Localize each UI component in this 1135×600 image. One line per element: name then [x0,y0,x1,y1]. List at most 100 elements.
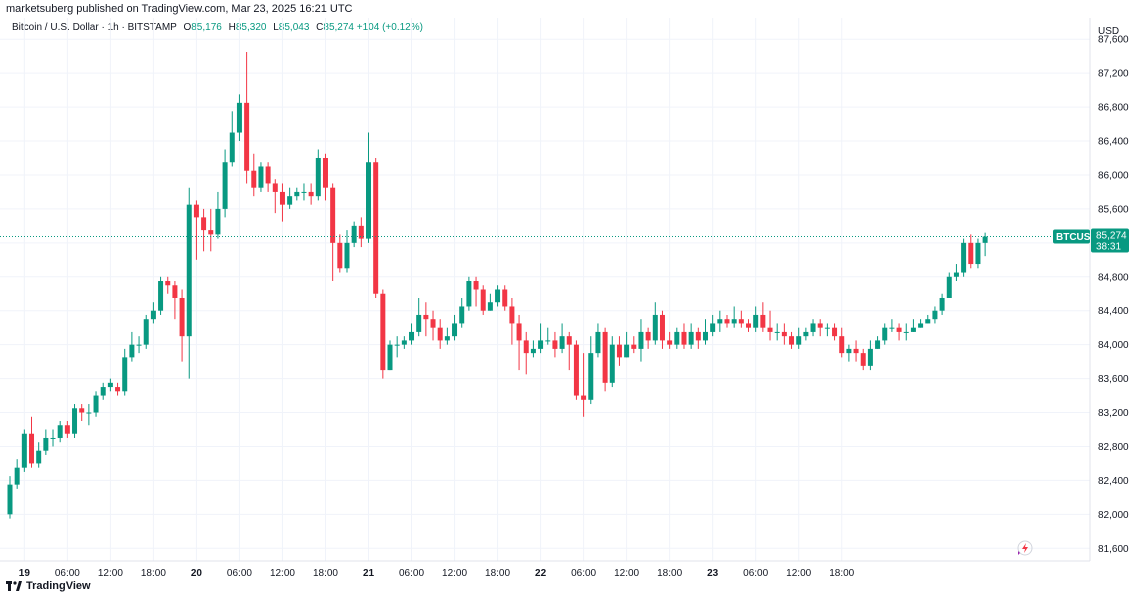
candle-up [796,327,802,349]
time-axis[interactable]: 19 06:00 12:00 18:00 20 06:00 12:00 18:00 21 06:0… [19,568,855,578]
candle-down [430,310,436,341]
candle-body [287,196,293,205]
candle-up [394,336,400,358]
candle-up [910,319,916,332]
candle-body [79,408,85,413]
price-tick-label: 82,400 [1098,476,1129,487]
candle-down [681,323,687,349]
candle-up [466,276,472,311]
candle-up [495,285,501,307]
lightning-icon[interactable] [1017,540,1033,556]
time-tick-label: 21 [363,568,375,578]
candle-body [760,314,766,328]
low-label: L [273,22,279,33]
candle-down [480,285,486,315]
candle-down [667,331,673,349]
candle-down [760,302,766,332]
candle-up [932,306,938,324]
candle-up [903,323,909,341]
candle-body [918,323,924,328]
candle-down [64,421,70,438]
candle-up [674,327,680,349]
candle-body [796,336,802,345]
candle-up [416,297,422,337]
candle-body [29,433,35,464]
price-tick-label: 84,000 [1098,340,1129,351]
candle-body [509,306,515,324]
candle-body [602,331,608,383]
candle-body [93,395,99,413]
candle-up [710,314,716,337]
candle-body [538,340,544,349]
candle-body [523,340,529,354]
price-axis[interactable]: 81,600 82,000 82,400 82,800 83,200 83,600 84,0… [1098,35,1129,555]
candle-body [910,327,916,332]
candle-up [351,221,357,248]
candle-body [358,225,364,239]
candle-body [265,166,271,184]
candle-body [832,327,838,337]
candle-up [939,293,945,315]
symbol-legend: Bitcoin / U.S. Dollar · 1h · BITSTAMP O8… [12,22,423,33]
price-tick-label: 86,400 [1098,137,1129,148]
candle-body [158,281,164,311]
time-tick-label: 18:00 [829,568,854,578]
time-tick-label: 18:00 [141,568,166,578]
candle-down [380,289,386,379]
candle-up [86,404,92,426]
candle-body [495,289,501,303]
candle-body [423,314,429,320]
candle-down [208,208,214,252]
candle-body [631,344,637,349]
candle-body [731,319,737,324]
candle-up [946,272,952,298]
price-tick-label: 83,200 [1098,408,1129,419]
candle-body [416,314,422,332]
candle-body [645,331,651,341]
candle-up [315,149,321,201]
candle-up [875,336,881,349]
candle-body [337,242,343,269]
candle-down [860,348,866,371]
candlestick-chart[interactable]: 81,600 82,000 82,400 82,800 83,200 83,600 84,0… [0,18,1135,578]
candle-body [595,331,601,354]
candle-down [29,416,35,468]
candle-body [186,204,192,337]
candle-body [588,353,594,400]
candle-body [803,331,809,337]
candle-down [201,208,207,252]
candle-down [322,153,328,201]
candle-up [229,111,235,167]
candle-down [509,297,515,345]
candle-body [624,344,630,358]
candle-down [337,234,343,273]
candle-body [201,217,207,231]
candle-body [702,331,708,341]
candle-body [545,340,551,342]
candle-body [107,382,113,388]
candle-up [975,238,981,269]
candle-up [889,319,895,332]
candle-body [810,323,816,332]
tradingview-logo[interactable]: TradingView [6,580,91,592]
candle-body [57,425,63,438]
candle-down [738,310,744,328]
candle-body [875,340,881,349]
candle-body [64,425,70,434]
candle-down [165,276,171,294]
candle-down [172,281,178,320]
candle-body [344,242,350,269]
candle-down [244,51,250,184]
candle-down [767,310,773,341]
time-tick-label: 06:00 [227,568,252,578]
candle-body [122,357,128,392]
candle-up [918,319,924,328]
candle-body [903,331,909,333]
candle-up [953,264,959,282]
time-tick-label: 06:00 [743,568,768,578]
candle-body [710,323,716,332]
candle-up [158,276,164,315]
candle-body [824,327,830,329]
candle-body [14,467,20,485]
candle-down [265,162,271,192]
